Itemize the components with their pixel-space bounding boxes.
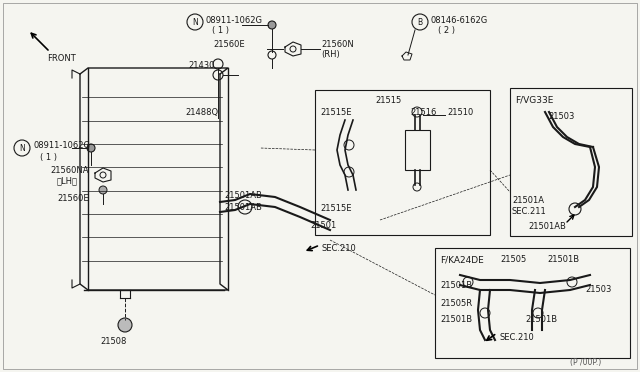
Text: 21510: 21510 [447, 108, 473, 116]
Text: 21560N: 21560N [321, 39, 354, 48]
Text: F/KA24DE: F/KA24DE [440, 256, 484, 264]
Text: 21501B: 21501B [440, 315, 472, 324]
Text: (RH): (RH) [321, 49, 340, 58]
Text: 08146-6162G: 08146-6162G [431, 16, 488, 25]
Text: B: B [417, 17, 422, 26]
Bar [405, 130, 430, 170]
Text: 21430: 21430 [188, 61, 214, 70]
Text: 21503: 21503 [548, 112, 574, 121]
Circle shape [87, 144, 95, 152]
Text: 21560NA: 21560NA [50, 166, 88, 174]
Text: 21501A: 21501A [512, 196, 544, 205]
Text: 21501AB: 21501AB [224, 202, 262, 212]
Text: 〈LH〉: 〈LH〉 [57, 176, 78, 186]
Circle shape [118, 318, 132, 332]
Text: 21505: 21505 [500, 256, 526, 264]
Circle shape [268, 21, 276, 29]
Text: 21515E: 21515E [320, 108, 351, 116]
Text: N: N [19, 144, 25, 153]
Text: 21501B: 21501B [440, 282, 472, 291]
Text: 21515: 21515 [375, 96, 401, 105]
Text: FRONT: FRONT [47, 54, 76, 62]
Bar [315, 90, 490, 235]
Circle shape [99, 186, 107, 194]
Text: SEC.211: SEC.211 [512, 206, 547, 215]
Text: 21501: 21501 [310, 221, 336, 230]
Text: 21505R: 21505R [440, 298, 472, 308]
Text: 21501B: 21501B [525, 315, 557, 324]
Bar [510, 88, 632, 236]
Text: N: N [192, 17, 198, 26]
Text: F/VG33E: F/VG33E [515, 96, 554, 105]
Text: 21508: 21508 [100, 337, 126, 346]
Text: 08911-1062G: 08911-1062G [33, 141, 90, 150]
Text: 21515E: 21515E [320, 203, 351, 212]
Text: ( 2 ): ( 2 ) [438, 26, 455, 35]
Text: 08911-1062G: 08911-1062G [206, 16, 263, 25]
Text: ( 1 ): ( 1 ) [40, 153, 57, 161]
Text: 21501AB: 21501AB [224, 190, 262, 199]
Text: 21501B: 21501B [547, 256, 579, 264]
Text: SEC.210: SEC.210 [322, 244, 356, 253]
Text: 21503: 21503 [585, 285, 611, 295]
Text: 21560E: 21560E [213, 39, 244, 48]
Text: (P /00P.): (P /00P.) [570, 357, 601, 366]
Text: ( 1 ): ( 1 ) [212, 26, 229, 35]
Text: 21488Q: 21488Q [185, 108, 218, 116]
Text: 21516: 21516 [410, 108, 436, 116]
Text: SEC.210: SEC.210 [500, 334, 535, 343]
Bar [435, 248, 630, 358]
Text: 21560E: 21560E [57, 193, 88, 202]
Text: 21501AB: 21501AB [528, 221, 566, 231]
